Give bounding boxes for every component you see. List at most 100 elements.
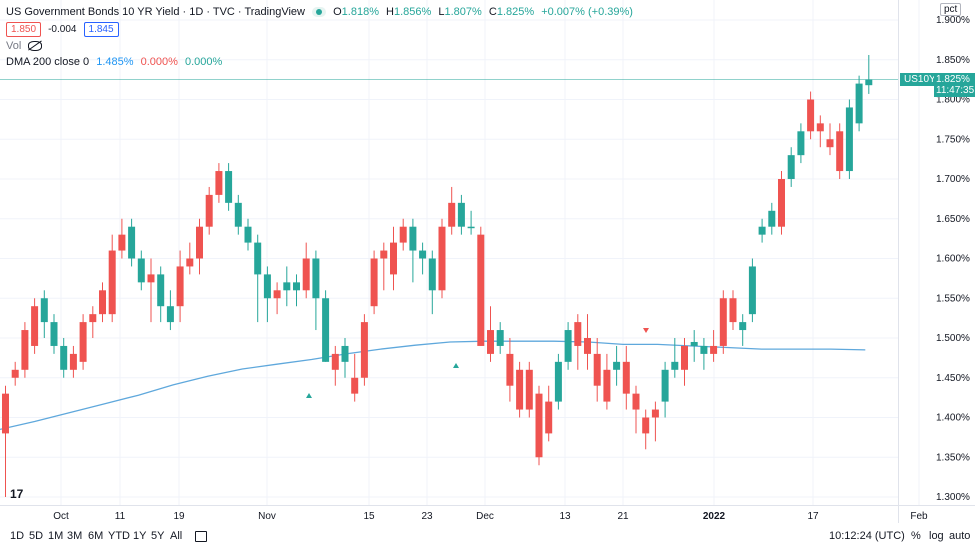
candle[interactable]	[622, 345, 630, 410]
candle[interactable]	[273, 282, 281, 315]
candle[interactable]	[331, 345, 339, 386]
candle[interactable]	[234, 194, 242, 235]
candle[interactable]	[448, 186, 456, 235]
price-unit-label[interactable]: pct	[940, 3, 962, 16]
candle[interactable]	[283, 266, 291, 307]
candle[interactable]	[787, 147, 795, 187]
candle[interactable]	[157, 266, 165, 323]
candle[interactable]	[778, 171, 785, 235]
candle[interactable]	[11, 361, 19, 386]
candle[interactable]	[554, 353, 562, 410]
candle[interactable]	[128, 218, 136, 267]
candle[interactable]	[457, 194, 465, 235]
price-axis[interactable]: 1.900% 1.850% 1.800% 1.750% 1.700% 1.650% 1.60…	[936, 15, 970, 503]
buy-button[interactable]: 1.845	[83, 22, 119, 37]
candle[interactable]	[467, 210, 475, 235]
candle[interactable]	[186, 242, 194, 275]
candle[interactable]	[21, 322, 29, 378]
candle[interactable]	[671, 338, 679, 378]
range-button-6m[interactable]: 6M	[88, 530, 104, 542]
candle[interactable]	[593, 338, 601, 402]
candle[interactable]	[244, 218, 252, 251]
candle[interactable]	[69, 345, 77, 378]
candle[interactable]	[642, 409, 650, 450]
range-button-1y[interactable]: 1Y	[133, 530, 147, 542]
candle[interactable]	[118, 218, 126, 259]
candle[interactable]	[254, 234, 262, 323]
range-button-5d[interactable]: 5D	[29, 530, 44, 542]
candle[interactable]	[166, 290, 174, 331]
utc-clock[interactable]: 10:12:24 (UTC)	[829, 530, 905, 542]
candle[interactable]	[729, 290, 737, 331]
candle[interactable]	[370, 250, 378, 315]
time-axis[interactable]: Oct 11 19 Nov 15 23 Dec 13 21 2022 17 Feb	[53, 511, 928, 522]
candle[interactable]	[215, 163, 223, 203]
candle[interactable]	[50, 314, 58, 354]
candle[interactable]	[496, 322, 504, 354]
candle[interactable]	[360, 314, 368, 386]
candle[interactable]	[225, 163, 233, 211]
candle[interactable]	[681, 338, 688, 386]
candle[interactable]	[341, 338, 349, 378]
candle[interactable]	[31, 298, 39, 354]
candle[interactable]	[205, 186, 213, 235]
candle[interactable]	[768, 202, 776, 235]
candle[interactable]	[428, 250, 436, 315]
candle[interactable]	[661, 361, 669, 418]
candle[interactable]	[525, 361, 533, 418]
candle[interactable]	[312, 250, 320, 331]
range-button-3m[interactable]: 3M	[67, 530, 83, 542]
candle[interactable]	[836, 123, 844, 179]
log-toggle[interactable]: log	[929, 530, 944, 542]
candle[interactable]	[797, 123, 805, 164]
candle[interactable]	[137, 250, 145, 291]
candle[interactable]	[351, 353, 359, 402]
candle[interactable]	[419, 242, 427, 275]
candle[interactable]	[816, 115, 824, 148]
candle[interactable]	[516, 361, 524, 418]
sell-button[interactable]: 1.850	[6, 22, 42, 37]
candle[interactable]	[535, 385, 543, 466]
auto-toggle[interactable]: auto	[949, 530, 971, 542]
candle[interactable]	[826, 123, 834, 156]
candle[interactable]	[176, 250, 184, 323]
candle[interactable]	[487, 306, 494, 362]
candle[interactable]	[632, 385, 640, 434]
candle[interactable]	[855, 75, 863, 132]
candle[interactable]	[603, 353, 611, 410]
candle[interactable]	[710, 330, 718, 362]
candle[interactable]	[293, 274, 300, 307]
range-button-all[interactable]: All	[170, 530, 183, 542]
candle[interactable]	[409, 218, 417, 283]
range-button-1m[interactable]: 1M	[48, 530, 64, 542]
candle[interactable]	[79, 314, 87, 370]
candle[interactable]	[584, 314, 591, 370]
candle[interactable]	[807, 91, 815, 140]
eye-hidden-icon[interactable]	[28, 40, 43, 52]
range-button-ytd[interactable]: YTD	[108, 530, 130, 542]
candle[interactable]	[147, 258, 155, 323]
candle[interactable]	[748, 258, 756, 323]
candle[interactable]	[60, 338, 68, 378]
candle[interactable]	[845, 99, 853, 180]
candle[interactable]	[700, 338, 708, 370]
candle[interactable]	[399, 218, 407, 251]
range-button-1d[interactable]: 1D	[10, 530, 25, 542]
candle[interactable]	[758, 218, 766, 243]
candle[interactable]	[322, 290, 330, 362]
candle[interactable]	[651, 401, 659, 442]
candle[interactable]	[380, 242, 388, 291]
candle[interactable]	[196, 218, 203, 275]
candle[interactable]	[108, 234, 116, 323]
calendar-range-icon[interactable]	[195, 531, 207, 542]
candle[interactable]	[865, 54, 873, 94]
candle[interactable]	[564, 322, 572, 370]
percent-toggle[interactable]: %	[911, 530, 921, 542]
candle[interactable]	[545, 385, 553, 442]
candle[interactable]	[438, 218, 446, 299]
candle[interactable]	[40, 290, 48, 338]
candle[interactable]	[302, 242, 310, 299]
candle[interactable]	[690, 330, 698, 362]
candle[interactable]	[89, 306, 97, 338]
